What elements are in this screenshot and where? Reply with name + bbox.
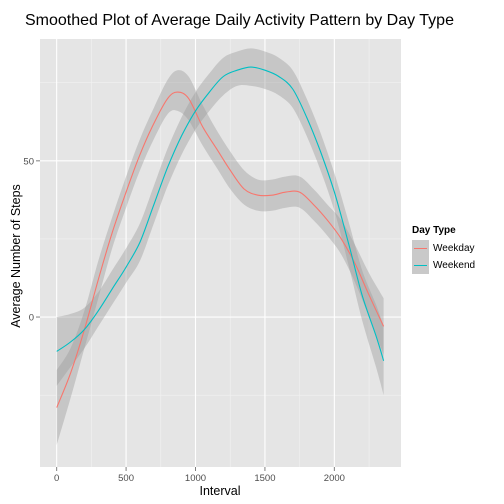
legend-title: Day Type bbox=[412, 225, 456, 236]
legend-item-weekday: Weekday bbox=[412, 240, 475, 257]
y-tick-label: 0 bbox=[29, 313, 34, 324]
legend-key-weekday bbox=[412, 240, 429, 257]
x-tick-label: 0 bbox=[54, 473, 59, 484]
x-axis-title: Interval bbox=[199, 484, 241, 498]
y-tick-label: 50 bbox=[23, 156, 34, 167]
chart-title: Smoothed Plot of Average Daily Activity … bbox=[25, 12, 454, 29]
plot-panel bbox=[40, 39, 401, 467]
y-axis-title: Average Number of Steps bbox=[9, 184, 23, 328]
legend-key-weekend bbox=[412, 257, 429, 274]
x-tick-label: 1000 bbox=[185, 473, 206, 484]
series-line-weekday bbox=[56, 91, 385, 408]
series-line-weekend bbox=[56, 66, 385, 361]
x-tick-label: 2000 bbox=[324, 473, 345, 484]
legend-label-weekend: Weekend bbox=[433, 260, 476, 271]
confidence-band-weekday bbox=[56, 70, 384, 446]
legend: Day Type Weekday Weekend bbox=[412, 225, 475, 274]
x-tick-label: 1500 bbox=[254, 473, 275, 484]
legend-item-weekend: Weekend bbox=[412, 257, 475, 274]
legend-label-weekday: Weekday bbox=[433, 243, 475, 254]
x-tick-label: 500 bbox=[118, 473, 134, 484]
